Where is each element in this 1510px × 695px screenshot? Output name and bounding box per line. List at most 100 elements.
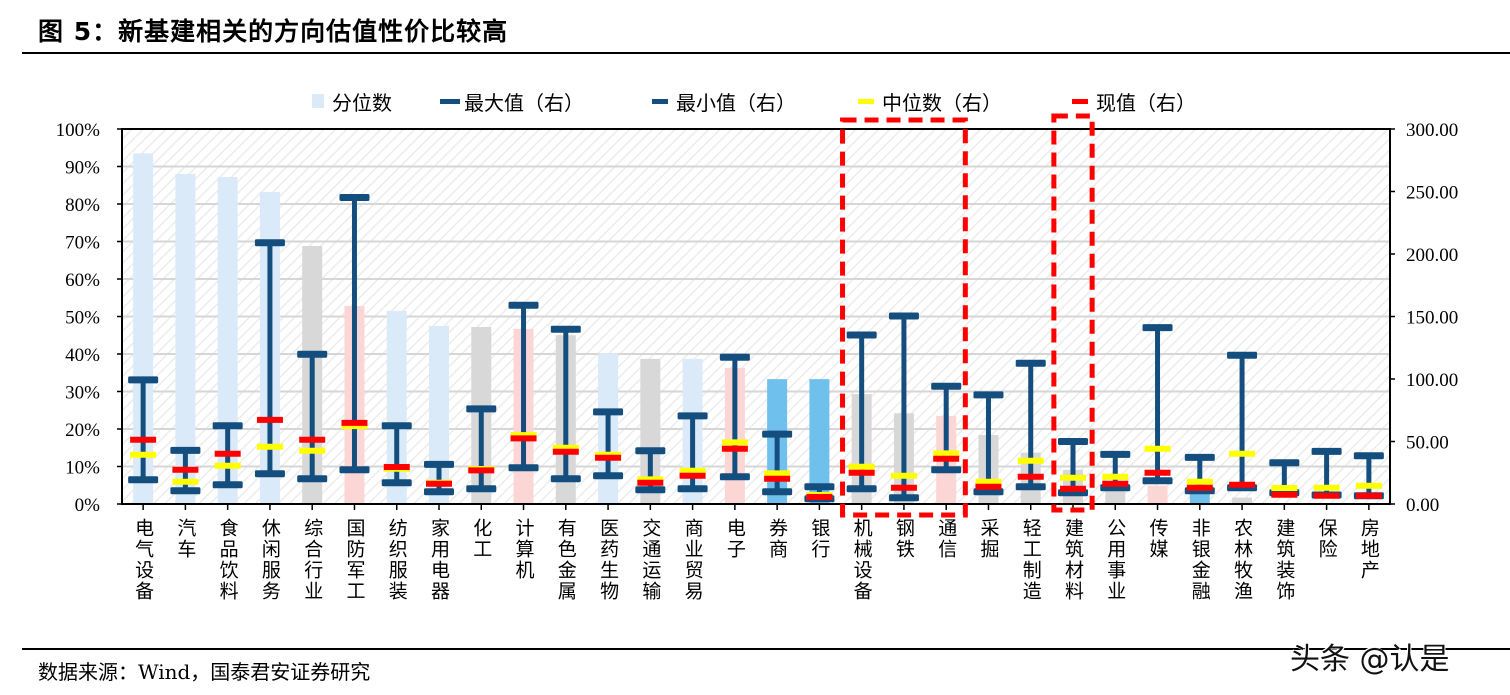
category-label: 通信 <box>935 518 957 560</box>
category-label: 公用事业 <box>1104 518 1126 602</box>
median-marker <box>933 450 960 457</box>
category-label: 计算机 <box>513 518 535 581</box>
median-marker <box>1355 482 1382 489</box>
percentile-bar <box>809 379 830 504</box>
median-marker <box>1271 485 1298 491</box>
current-marker <box>1144 469 1171 476</box>
category-label: 电气设备 <box>132 518 154 602</box>
min-marker <box>1142 477 1173 485</box>
category-label: 建筑装饰 <box>1273 518 1295 602</box>
percentile-bar <box>429 325 449 504</box>
left-axis-label: 80% <box>65 195 100 216</box>
max-marker <box>762 430 793 438</box>
current-marker <box>890 484 917 491</box>
category-label: 医药生物 <box>597 518 619 602</box>
min-marker <box>128 476 159 484</box>
max-marker <box>1353 452 1384 460</box>
current-marker <box>256 416 283 423</box>
left-axis-label: 0% <box>75 495 101 516</box>
max-marker <box>931 382 962 390</box>
category-label: 房地产 <box>1358 518 1380 581</box>
right-axis-label: 50.00 <box>1406 433 1449 454</box>
current-marker <box>806 494 833 500</box>
source-divider <box>22 648 1510 650</box>
current-marker <box>299 436 326 443</box>
legend-swatch-percentile <box>312 94 324 108</box>
left-axis-label: 10% <box>65 458 100 479</box>
current-marker <box>848 469 875 476</box>
median-marker <box>172 478 199 485</box>
category-label: 建筑材料 <box>1062 518 1084 602</box>
left-axis-label: 90% <box>65 158 100 179</box>
min-marker <box>973 488 1004 496</box>
median-marker <box>214 462 241 469</box>
max-marker <box>1058 438 1088 445</box>
right-axis-label: 300.00 <box>1406 120 1458 141</box>
max-marker <box>339 194 370 201</box>
min-marker <box>381 479 412 487</box>
current-marker <box>1355 492 1382 499</box>
highlight-box <box>1051 113 1095 513</box>
max-marker <box>466 405 497 413</box>
median-marker <box>1229 450 1256 457</box>
median-marker <box>1102 473 1129 480</box>
max-marker <box>846 331 877 339</box>
median-marker <box>1186 478 1213 485</box>
median-marker <box>341 423 368 430</box>
max-marker <box>254 239 285 247</box>
min-marker <box>931 466 962 474</box>
max-marker <box>1015 359 1046 367</box>
left-axis-label: 100% <box>56 120 101 141</box>
left-axis-label: 60% <box>65 270 100 291</box>
median-marker <box>679 467 706 474</box>
max-marker <box>381 422 412 430</box>
median-marker <box>637 476 664 483</box>
min-marker <box>1015 483 1046 491</box>
right-axis-label: 100.00 <box>1406 370 1458 391</box>
category-label: 非银金融 <box>1189 518 1211 602</box>
min-marker <box>466 485 497 493</box>
category-label: 纺织服装 <box>386 518 408 602</box>
median-marker <box>1017 457 1044 464</box>
legend-swatch <box>440 99 460 104</box>
min-marker <box>762 488 793 496</box>
category-label: 商业贸易 <box>682 518 704 602</box>
median-marker <box>256 443 283 450</box>
category-label: 食品饮料 <box>217 518 239 602</box>
category-label: 农林牧渔 <box>1231 518 1253 602</box>
current-marker <box>172 466 199 473</box>
max-marker <box>550 325 581 333</box>
left-axis-label: 30% <box>65 383 100 404</box>
legend-label: 中位数（右） <box>882 91 1002 115</box>
max-marker <box>1184 453 1215 461</box>
right-axis-label: 200.00 <box>1406 245 1458 266</box>
title-divider <box>22 52 1510 54</box>
source-note: 数据来源：Wind，国泰君安证券研究 <box>38 660 371 684</box>
left-axis-label: 20% <box>65 420 100 441</box>
max-marker <box>635 447 666 455</box>
legend-swatch <box>1072 99 1088 104</box>
current-marker <box>933 455 960 462</box>
category-label: 机械设备 <box>851 518 873 602</box>
max-marker <box>424 460 454 468</box>
right-axis-label: 250.00 <box>1406 183 1458 204</box>
max-marker <box>1269 459 1300 467</box>
max-marker <box>297 350 328 358</box>
category-label: 传媒 <box>1147 518 1169 560</box>
median-marker <box>764 470 791 477</box>
left-axis-label: 40% <box>65 345 100 366</box>
max-marker <box>508 301 539 309</box>
max-marker <box>719 353 750 361</box>
current-marker <box>426 480 452 487</box>
percentile-bar <box>133 153 154 504</box>
category-label: 交通运输 <box>639 518 661 602</box>
current-marker <box>1186 484 1213 491</box>
median-marker <box>848 463 875 470</box>
legend-label: 最小值（右） <box>676 91 796 115</box>
max-marker <box>593 408 624 416</box>
min-marker <box>846 485 877 493</box>
category-label: 有色金属 <box>555 518 577 602</box>
left-axis-label: 70% <box>65 233 100 254</box>
category-label: 轻工制造 <box>1020 518 1042 602</box>
percentile-bar <box>1232 497 1253 504</box>
